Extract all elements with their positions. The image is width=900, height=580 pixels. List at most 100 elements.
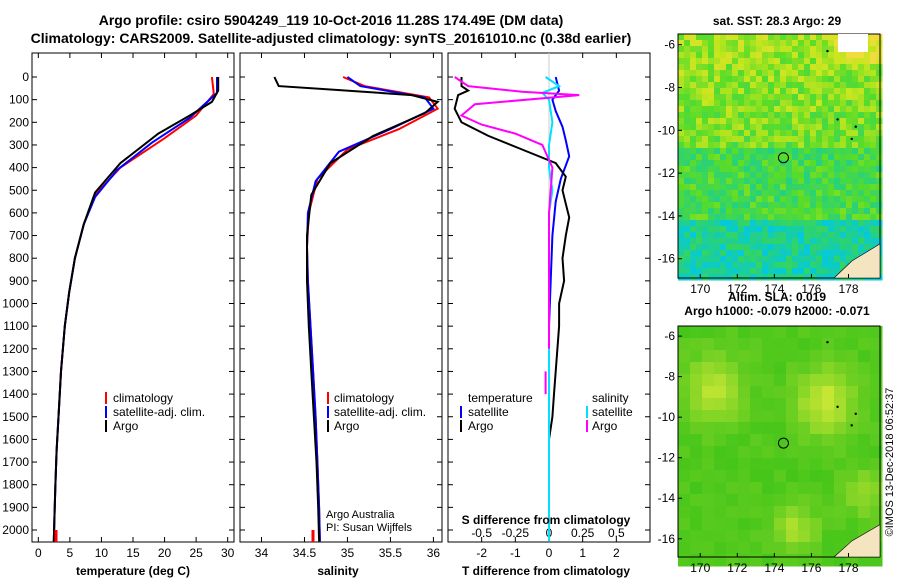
map-cell bbox=[816, 220, 823, 227]
argo-location-marker bbox=[777, 437, 789, 449]
map-cell bbox=[870, 350, 883, 363]
map-cell bbox=[876, 46, 883, 53]
map-cell bbox=[774, 64, 781, 71]
map-cell bbox=[696, 232, 703, 239]
map-cell bbox=[714, 482, 727, 495]
x-tick-label: 0 bbox=[35, 546, 42, 560]
map-cell bbox=[780, 46, 787, 53]
map-cell bbox=[768, 244, 775, 251]
argo-australia-label: Argo Australia bbox=[326, 509, 395, 521]
map-cell bbox=[774, 274, 781, 281]
map-cell bbox=[744, 160, 751, 167]
map-cell bbox=[810, 274, 817, 281]
map-cell bbox=[852, 250, 859, 257]
map-cell bbox=[804, 112, 811, 119]
map-cell bbox=[708, 232, 715, 239]
map-cell bbox=[744, 58, 751, 65]
map-cell bbox=[762, 374, 775, 387]
map-cell bbox=[750, 148, 757, 155]
map-cell bbox=[852, 70, 859, 77]
map-cell bbox=[828, 64, 835, 71]
map-cell bbox=[822, 268, 829, 275]
map-cell bbox=[690, 112, 697, 119]
map-cell bbox=[768, 124, 775, 131]
map-cell bbox=[864, 220, 871, 227]
map-cell bbox=[684, 268, 691, 275]
series-line bbox=[273, 76, 440, 542]
island bbox=[854, 412, 857, 415]
map-cell bbox=[870, 166, 877, 173]
map-cell bbox=[816, 94, 823, 101]
map-cell bbox=[720, 106, 727, 113]
map-cell bbox=[708, 178, 715, 185]
map-cell bbox=[858, 106, 865, 113]
map-cell bbox=[714, 422, 727, 435]
map-cell bbox=[720, 214, 727, 221]
map-cell bbox=[726, 244, 733, 251]
map-cell bbox=[726, 350, 739, 363]
salinity-legend: climatology satellite-adj. clim. Argo bbox=[327, 391, 426, 433]
map-cell bbox=[846, 250, 853, 257]
map-cell bbox=[816, 70, 823, 77]
map-cell bbox=[684, 94, 691, 101]
map-cell bbox=[864, 238, 871, 245]
map-cell bbox=[834, 214, 841, 221]
map-cell bbox=[852, 106, 859, 113]
map-cell bbox=[828, 82, 835, 89]
map-cell bbox=[738, 398, 751, 411]
map-y-tick-label: -10 bbox=[658, 123, 676, 137]
map-cell bbox=[756, 262, 763, 269]
map-cell bbox=[714, 58, 721, 65]
map-cell bbox=[822, 94, 829, 101]
map-cell bbox=[756, 136, 763, 143]
map-cell bbox=[804, 238, 811, 245]
map-cell bbox=[696, 196, 703, 203]
map-cell bbox=[828, 232, 835, 239]
map-cell bbox=[786, 148, 793, 155]
map-cell bbox=[846, 220, 853, 227]
map-cell bbox=[792, 100, 799, 107]
x-tick-label: 35 bbox=[341, 546, 355, 560]
map-cell bbox=[684, 196, 691, 203]
map-cell bbox=[732, 226, 739, 233]
map-cell bbox=[738, 160, 745, 167]
map-cell bbox=[786, 238, 793, 245]
map-cell bbox=[804, 172, 811, 179]
map-cell bbox=[810, 34, 817, 41]
map-cell bbox=[846, 374, 859, 387]
map-cell bbox=[678, 530, 691, 543]
map-cell bbox=[804, 142, 811, 149]
map-cell bbox=[702, 34, 709, 41]
map-cell bbox=[810, 172, 817, 179]
map-cell bbox=[798, 446, 811, 459]
map-cell bbox=[798, 518, 811, 531]
map-cell bbox=[726, 214, 733, 221]
map-cell bbox=[774, 190, 781, 197]
map-cell bbox=[864, 232, 871, 239]
map-cell bbox=[696, 166, 703, 173]
map-cell bbox=[876, 40, 883, 47]
map-cell bbox=[822, 112, 829, 119]
map-cell bbox=[744, 136, 751, 143]
map-cell bbox=[708, 214, 715, 221]
map-cell bbox=[798, 326, 811, 339]
map-cell bbox=[744, 274, 751, 281]
map-cell bbox=[684, 106, 691, 113]
map-cell bbox=[804, 244, 811, 251]
map-cell bbox=[804, 118, 811, 125]
map-cell bbox=[810, 112, 817, 119]
map-cell bbox=[732, 64, 739, 71]
map-cell bbox=[870, 482, 883, 495]
map-cell bbox=[774, 166, 781, 173]
map-cell bbox=[714, 46, 721, 53]
map-cell bbox=[714, 274, 721, 281]
map-cell bbox=[756, 130, 763, 137]
map-cell bbox=[786, 446, 799, 459]
map-cell bbox=[834, 422, 847, 435]
map-cell bbox=[828, 178, 835, 185]
map-cell bbox=[840, 244, 847, 251]
map-cell bbox=[852, 142, 859, 149]
map-cell bbox=[714, 262, 721, 269]
map-cell bbox=[684, 40, 691, 47]
map-cell bbox=[720, 58, 727, 65]
